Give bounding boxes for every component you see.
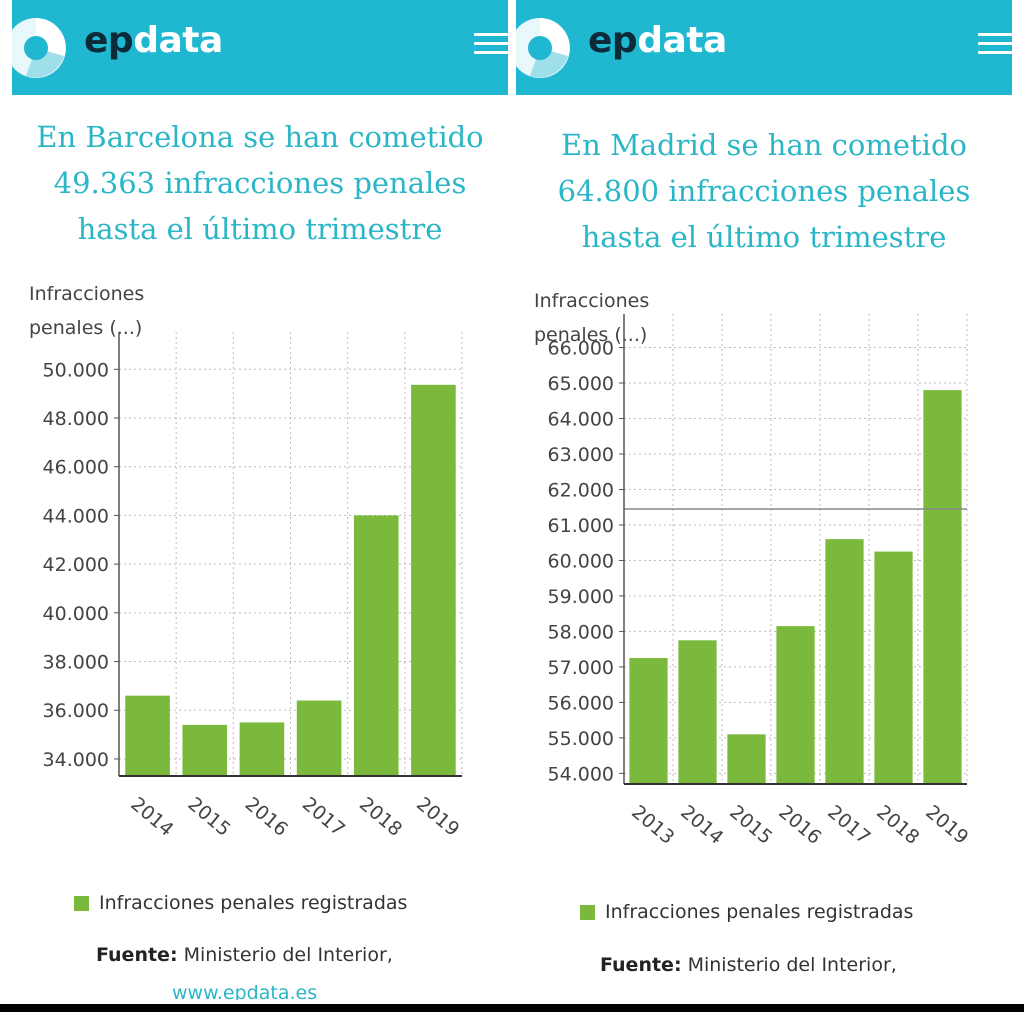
chart-title: En Barcelona se han cometido 49.363 infr… bbox=[12, 114, 508, 252]
bar bbox=[125, 695, 170, 776]
bar bbox=[727, 734, 766, 784]
bar bbox=[353, 515, 399, 776]
x-tick-label: 2017 bbox=[298, 793, 349, 841]
x-tick-label: 2014 bbox=[126, 793, 177, 841]
y-tick-label: 54.000 bbox=[548, 763, 614, 785]
y-tick-label: 64.000 bbox=[548, 409, 614, 431]
y-axis-label: Infracciones bbox=[29, 283, 144, 305]
brand-ep: ep bbox=[588, 20, 638, 61]
source-note: Fuente: Ministerio del Interior, bbox=[96, 944, 393, 966]
y-tick-label: 59.000 bbox=[548, 586, 614, 608]
bottom-edge bbox=[0, 1004, 1024, 1012]
y-axis-label: penales (...) bbox=[534, 324, 647, 346]
y-tick-label: 50.000 bbox=[43, 359, 109, 381]
x-tick-label: 2018 bbox=[872, 801, 923, 849]
y-axis-label: Infracciones bbox=[534, 290, 649, 312]
chart-legend[interactable]: Infracciones penales registradas bbox=[74, 892, 407, 914]
bar bbox=[678, 640, 717, 784]
y-tick-label: 65.000 bbox=[548, 373, 614, 395]
y-tick-label: 55.000 bbox=[548, 728, 614, 750]
epdata-brand[interactable]: epdata bbox=[588, 20, 727, 61]
bar bbox=[182, 724, 228, 776]
y-tick-label: 42.000 bbox=[43, 554, 109, 576]
x-tick-label: 2018 bbox=[355, 793, 406, 841]
x-tick-label: 2013 bbox=[627, 801, 678, 849]
y-tick-label: 63.000 bbox=[548, 444, 614, 466]
source-label: Fuente: bbox=[96, 944, 178, 966]
bar bbox=[239, 722, 285, 776]
y-tick-label: 57.000 bbox=[548, 657, 614, 679]
legend-label: Infracciones penales registradas bbox=[605, 901, 914, 923]
y-tick-label: 61.000 bbox=[548, 515, 614, 537]
x-tick-label: 2015 bbox=[184, 793, 235, 841]
x-tick-label: 2019 bbox=[921, 801, 972, 849]
bar bbox=[776, 626, 815, 784]
madrid-panel: epdata En Madrid se han cometido 64.800 … bbox=[516, 0, 1012, 1000]
title-line: hasta el último trimestre bbox=[77, 212, 443, 246]
y-tick-label: 58.000 bbox=[548, 621, 614, 643]
hamburger-menu-icon[interactable] bbox=[474, 33, 508, 59]
x-tick-label: 2016 bbox=[241, 793, 292, 841]
title-line: hasta el último trimestre bbox=[581, 220, 947, 254]
barcelona-panel: epdata En Barcelona se han cometido 49.3… bbox=[12, 0, 508, 1000]
source-value: Ministerio del Interior, bbox=[681, 954, 897, 976]
title-line: 64.800 infracciones penales bbox=[557, 174, 971, 208]
hamburger-menu-icon[interactable] bbox=[978, 33, 1012, 59]
y-tick-label: 66.000 bbox=[548, 338, 614, 360]
x-tick-label: 2017 bbox=[823, 801, 874, 849]
y-tick-label: 38.000 bbox=[43, 652, 109, 674]
source-value: Ministerio del Interior, bbox=[177, 944, 393, 966]
y-tick-label: 60.000 bbox=[548, 550, 614, 572]
title-line: En Barcelona se han cometido bbox=[36, 120, 484, 154]
brand-ep: ep bbox=[84, 20, 134, 61]
bar-chart-barcelona: Infracciones penales (...) 34.000 36.000 38.… bbox=[29, 283, 463, 841]
title-line: 49.363 infracciones penales bbox=[53, 166, 467, 200]
app-header: epdata bbox=[516, 0, 1012, 95]
y-tick-label: 34.000 bbox=[43, 749, 109, 771]
y-tick-label: 36.000 bbox=[43, 700, 109, 722]
epdata-brand[interactable]: epdata bbox=[84, 20, 223, 61]
source-label: Fuente: bbox=[600, 954, 682, 976]
y-axis-label: penales (...) bbox=[29, 317, 142, 339]
bar bbox=[296, 700, 342, 776]
y-tick-label: 44.000 bbox=[43, 505, 109, 527]
legend-swatch bbox=[580, 904, 595, 920]
source-note: Fuente: Ministerio del Interior, bbox=[600, 954, 897, 976]
legend-label: Infracciones penales registradas bbox=[99, 892, 408, 914]
bar bbox=[874, 551, 913, 784]
y-tick-label: 48.000 bbox=[43, 408, 109, 430]
app-header: epdata bbox=[12, 0, 508, 95]
y-tick-label: 62.000 bbox=[548, 479, 614, 501]
bar bbox=[825, 539, 864, 784]
x-tick-label: 2014 bbox=[676, 801, 727, 849]
x-tick-label: 2015 bbox=[725, 801, 776, 849]
y-tick-label: 46.000 bbox=[43, 457, 109, 479]
chart-title: En Madrid se han cometido 64.800 infracc… bbox=[516, 122, 1012, 260]
y-tick-label: 56.000 bbox=[548, 692, 614, 714]
brand-data: data bbox=[637, 20, 727, 61]
chart-legend[interactable]: Infracciones penales registradas bbox=[580, 901, 913, 923]
bar bbox=[629, 658, 668, 784]
bar-chart-madrid: Infracciones penales (...) 54.000 55.000 56.… bbox=[534, 290, 972, 849]
bar bbox=[923, 390, 962, 784]
brand-data: data bbox=[133, 20, 223, 61]
y-tick-label: 40.000 bbox=[43, 603, 109, 625]
x-tick-label: 2019 bbox=[412, 793, 463, 841]
epdata-logo-icon[interactable] bbox=[516, 8, 580, 86]
epdata-logo-icon[interactable] bbox=[12, 8, 76, 86]
title-line: En Madrid se han cometido bbox=[561, 128, 967, 162]
legend-swatch bbox=[74, 895, 89, 911]
x-tick-label: 2016 bbox=[774, 801, 825, 849]
source-url[interactable]: www.epdata.es bbox=[172, 982, 318, 1000]
bar bbox=[411, 384, 456, 776]
